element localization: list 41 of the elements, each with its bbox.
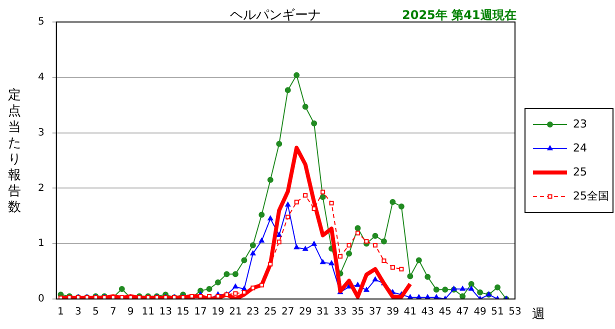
x-tick-label: 9 <box>127 306 134 318</box>
x-tick-label: 23 <box>246 306 260 318</box>
legend-label: 25 <box>573 165 587 178</box>
legend-label: 25全国 <box>573 189 609 202</box>
x-tick-label: 15 <box>176 306 190 318</box>
x-tick-label: 27 <box>282 306 294 318</box>
y-axis-title: 定点当たり報告数 <box>8 88 21 216</box>
x-tick-label: 47 <box>456 306 469 318</box>
x-tick-label: 17 <box>194 306 207 318</box>
x-tick-label: 53 <box>508 306 522 318</box>
x-tick-label: 5 <box>92 306 99 318</box>
x-tick-label: 25 <box>264 306 277 318</box>
x-tick-label: 31 <box>316 306 330 318</box>
x-tick-label: 39 <box>386 306 400 318</box>
y-tick-label: 1 <box>38 238 44 250</box>
legend-label: 24 <box>573 141 587 154</box>
x-tick-label: 1 <box>58 306 64 318</box>
x-tick-label: 37 <box>368 306 382 318</box>
x-tick-label: 21 <box>229 306 242 318</box>
y-tick-label: 5 <box>38 16 44 28</box>
x-tick-label: 13 <box>159 306 172 318</box>
x-tick-label: 41 <box>404 306 417 318</box>
y-tick-label: 3 <box>38 127 44 138</box>
x-tick-label: 43 <box>421 306 434 318</box>
x-tick-label: 19 <box>212 306 224 318</box>
x-tick-label: 45 <box>438 306 452 318</box>
y-tick-label: 0 <box>38 294 44 305</box>
chart-subtitle: 2025年 第41週現在 <box>402 7 516 24</box>
x-tick-label: 11 <box>142 306 154 318</box>
y-tick-label: 2 <box>38 182 44 194</box>
chart-title: ヘルパンギーナ <box>230 7 321 24</box>
x-tick-label: 29 <box>298 306 312 318</box>
x-axis-title: 週 <box>532 306 545 323</box>
x-tick-label: 35 <box>351 306 364 318</box>
x-tick-label: 51 <box>491 306 504 318</box>
x-tick-label: 33 <box>334 306 347 318</box>
y-tick-label: 4 <box>38 72 44 83</box>
x-tick-label: 3 <box>75 306 82 318</box>
legend-label: 23 <box>573 117 587 130</box>
x-tick-label: 49 <box>474 306 486 318</box>
x-tick-label: 7 <box>110 306 116 318</box>
